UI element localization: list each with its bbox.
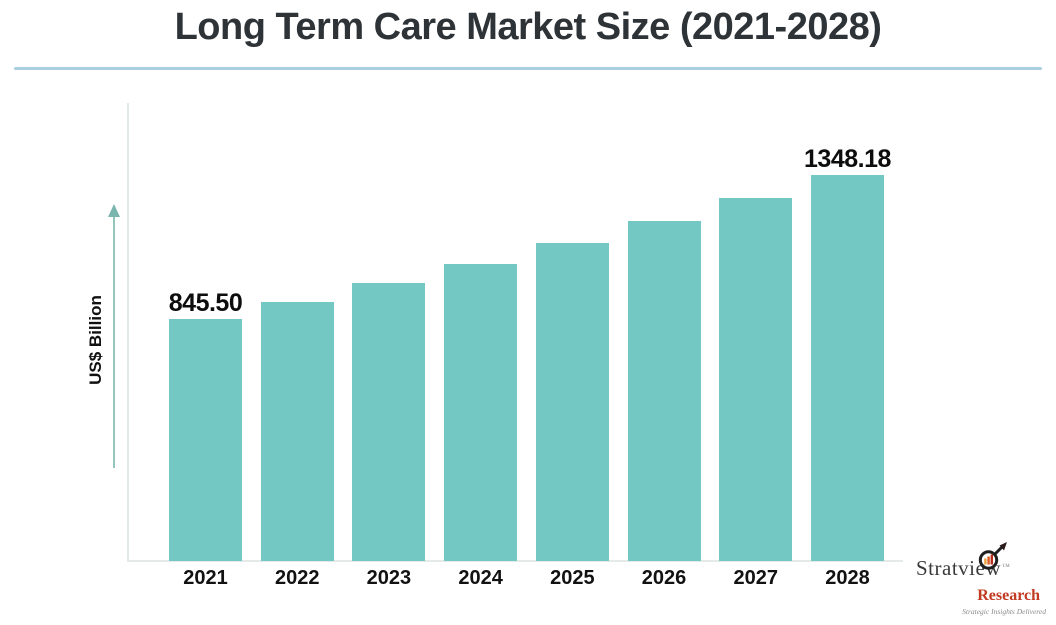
x-tick-2023: 2023: [366, 567, 412, 589]
x-tick-2025: 2025: [550, 567, 595, 589]
x-tick-2026: 2026: [641, 567, 687, 589]
x-tick-2028: 2028: [825, 567, 870, 589]
bar-2022: [260, 302, 334, 561]
logo-tagline: Strategic Insights Delivered: [962, 607, 1046, 616]
magnifier-bar-chart-icon: [978, 542, 1007, 570]
bar-2024: [444, 264, 518, 561]
trademark-symbol: ™: [1001, 561, 1010, 571]
logo-research-text: Research: [977, 587, 1040, 604]
stratview-logo: Stratview™ Research Strategic Insights D…: [916, 542, 1048, 616]
x-axis-line: [127, 560, 903, 562]
x-tick-2024: 2024: [458, 567, 503, 589]
x-tick-2022: 2022: [274, 567, 320, 589]
x-tick-2027: 2027: [733, 567, 779, 589]
bar-2026: [627, 221, 701, 561]
y-axis-label: US$ Billion: [86, 295, 105, 385]
bar-2021: [169, 319, 242, 561]
bar-2028: [810, 175, 884, 561]
y-axis-line: [127, 103, 129, 561]
page-title: Long Term Care Market Size (2021-2028): [174, 6, 882, 48]
bar-2027: [719, 198, 793, 561]
logo-name-row: Stratview™: [916, 542, 1048, 586]
title-underline: [14, 67, 1042, 70]
y-axis-up-arrow-icon: [108, 204, 120, 468]
bar-2023: [352, 283, 426, 561]
bar-value-label-2021: 845.50: [168, 289, 243, 317]
bar-value-label-2028: 1348.18: [804, 145, 891, 173]
x-tick-2021: 2021: [183, 567, 228, 589]
bar-2025: [535, 243, 609, 561]
